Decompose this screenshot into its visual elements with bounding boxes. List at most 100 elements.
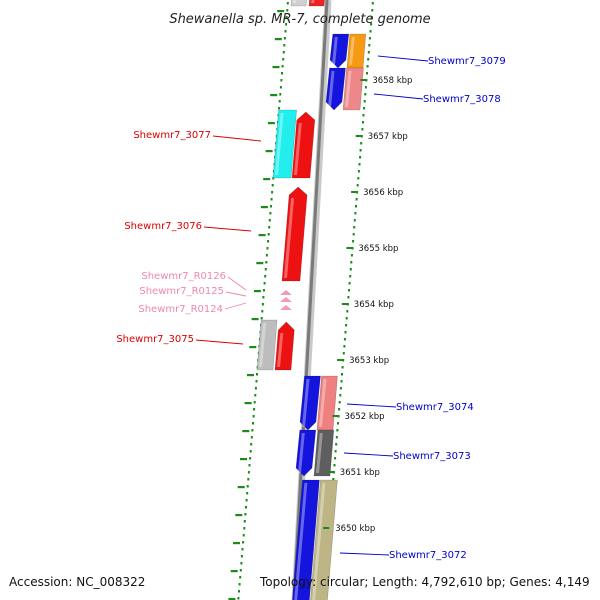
- border-dot-left: [242, 541, 245, 544]
- border-tick: [277, 10, 285, 13]
- border-dot-right: [352, 233, 355, 236]
- kbp-tick-label: 3653 kbp: [349, 356, 389, 366]
- leader-line: [224, 302, 247, 310]
- gene-3073-blue-shine: [298, 433, 305, 473]
- border-dot-right: [341, 373, 343, 376]
- border-dot-left: [281, 65, 284, 68]
- border-dot-left: [254, 394, 257, 397]
- border-tick: [233, 542, 240, 545]
- border-dot-right: [355, 198, 358, 201]
- border-tick: [249, 346, 257, 349]
- gene-label[interactable]: Shewmr7_3077: [133, 130, 211, 141]
- border-dot-left: [261, 310, 264, 313]
- gene-label[interactable]: Shewmr7_3079: [428, 56, 506, 67]
- leader-line: [377, 55, 429, 62]
- gene-label[interactable]: Shewmr7_3074: [396, 402, 474, 413]
- border-dot-left: [254, 387, 257, 390]
- border-dot-left: [240, 555, 243, 558]
- kbp-tick-mark: [337, 359, 344, 361]
- border-dot-left: [238, 590, 240, 593]
- border-dot-left: [263, 289, 265, 292]
- border-dot-left: [261, 303, 264, 306]
- border-dot-left: [281, 72, 283, 75]
- border-dot-right: [371, 9, 374, 12]
- border-dot-left: [246, 485, 249, 488]
- kbp-tick-mark: [351, 191, 358, 193]
- border-dot-right: [366, 72, 368, 75]
- gene-3072-blue-shine: [294, 483, 308, 600]
- border-dot-right: [366, 65, 369, 68]
- accession-text: Accession: NC_008322: [9, 575, 145, 589]
- border-tick: [274, 38, 282, 41]
- border-dot-left: [244, 513, 247, 516]
- border-dot-right: [346, 310, 349, 313]
- border-dot-right: [362, 114, 365, 117]
- kbp-tick-label: 3654 kbp: [354, 300, 394, 310]
- border-dot-right: [354, 212, 357, 215]
- gene-3073-dark: [313, 429, 335, 477]
- gene-3072-khaki: [310, 479, 338, 600]
- border-dot-left: [247, 478, 250, 481]
- gene-3079-orange-shine: [349, 37, 355, 65]
- gene-label[interactable]: Shewmr7_3078: [423, 94, 501, 105]
- gene-3079-blue: [329, 33, 350, 69]
- gene-3078-blue: [325, 67, 346, 111]
- border-dot-right: [348, 282, 351, 285]
- leader-line: [346, 403, 397, 408]
- gene-3075-gray: [256, 319, 278, 371]
- border-dot-left: [245, 506, 247, 509]
- gene-label[interactable]: Shewmr7_3072: [389, 550, 467, 561]
- gene-label[interactable]: Shewmr7_3076: [124, 221, 202, 232]
- gene-label[interactable]: Shewmr7_R0126: [141, 271, 226, 282]
- border-dot-right: [338, 408, 341, 411]
- border-dot-left: [280, 79, 283, 82]
- border-dot-left: [249, 450, 252, 453]
- border-dot-left: [247, 471, 250, 474]
- border-tick: [263, 178, 271, 181]
- gene-3078-pink: [342, 67, 364, 111]
- border-dot-left: [286, 9, 289, 12]
- border-dot-left: [239, 569, 242, 572]
- kbp-tick-mark: [355, 135, 362, 137]
- border-dot-right: [334, 450, 337, 453]
- gene-partial-gray: [290, 0, 307, 7]
- border-tick: [260, 206, 268, 209]
- rna-feature: [280, 305, 292, 310]
- border-tick: [235, 514, 243, 517]
- border-dot-left: [243, 520, 246, 523]
- kbp-tick-mark: [327, 471, 334, 473]
- border-dot-right: [371, 2, 374, 5]
- border-dot-left: [253, 401, 256, 404]
- gene-label[interactable]: Shewmr7_3075: [116, 334, 194, 345]
- border-dot-left: [255, 380, 258, 383]
- gene-partial-gray-shine: [293, 0, 297, 3]
- gene-3072-blue: [292, 479, 320, 600]
- border-dot-right: [370, 23, 373, 26]
- border-dot-right: [346, 303, 349, 306]
- border-dot-left: [264, 275, 267, 278]
- gene-label[interactable]: Shewmr7_R0124: [138, 304, 223, 315]
- gene-3072-khaki-shine: [312, 483, 326, 600]
- kbp-tick-label: 3652 kbp: [345, 412, 385, 422]
- border-dot-right: [349, 275, 352, 278]
- border-dot-right: [364, 86, 367, 89]
- kbp-tick-label: 3657 kbp: [368, 132, 408, 142]
- border-dot-right: [337, 422, 339, 425]
- kbp-tick-mark: [341, 303, 348, 305]
- gene-labels: Shewmr7_3079 Shewmr7_3078 Shewmr7_3077 Shew…: [116, 56, 505, 561]
- leader-line: [227, 276, 247, 291]
- border-dot-left: [265, 261, 268, 264]
- border-dot-left: [266, 247, 269, 250]
- border-dot-left: [250, 443, 253, 446]
- border-dot-left: [283, 37, 286, 40]
- gene-label[interactable]: Shewmr7_3073: [393, 451, 471, 462]
- leader-line: [373, 93, 424, 100]
- border-dot-left: [264, 268, 267, 271]
- border-dot-left: [239, 576, 242, 579]
- border-dot-left: [271, 191, 274, 194]
- border-dot-left: [252, 415, 255, 418]
- border-dot-left: [256, 373, 258, 376]
- border-dot-left: [243, 527, 246, 530]
- gene-label[interactable]: Shewmr7_R0125: [139, 286, 224, 297]
